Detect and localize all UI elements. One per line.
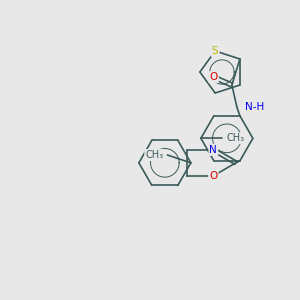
Text: CH₃: CH₃ [145,150,164,160]
Text: N-H: N-H [245,102,264,112]
Text: O: O [210,72,218,82]
Text: S: S [212,46,218,56]
Text: N: N [209,145,217,155]
Text: CH₃: CH₃ [227,133,245,143]
Text: O: O [209,171,218,181]
